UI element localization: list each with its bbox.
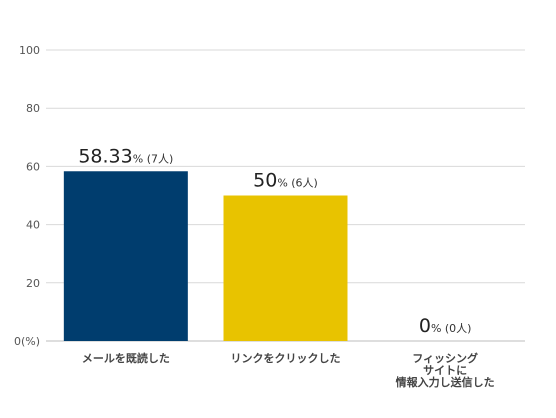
- bars: [63, 171, 348, 341]
- data-label-count: (7人): [147, 152, 174, 165]
- y-tick-label: 60: [26, 160, 40, 173]
- data-label-value: 58.33: [78, 145, 132, 167]
- category-label-3: フィッシング: [412, 351, 478, 365]
- data-label-value: 0: [419, 315, 431, 337]
- y-tick-label: 40: [26, 219, 40, 232]
- data-label-unit: %: [133, 152, 143, 165]
- y-tick-label: 100: [19, 44, 40, 57]
- category-label-1: メールを既読した: [82, 351, 170, 365]
- category-label-3: 情報入力し送信した: [396, 375, 495, 389]
- category-label-2: リンクをクリックした: [231, 352, 341, 365]
- data-label-1: 58.33% (7人): [78, 145, 173, 167]
- y-tick-label: 20: [26, 277, 40, 290]
- data-label-count: (0人): [445, 322, 472, 335]
- bar-2: [223, 195, 348, 341]
- data-labels: 58.33% (7人) 50% (6人) 0% (0人): [78, 145, 471, 337]
- y-tick-label: 80: [26, 102, 40, 115]
- data-label-3: 0% (0人): [419, 315, 472, 337]
- data-label-unit: %: [431, 322, 441, 335]
- y-axis-ticks: 0(%) 20 40 60 80 100: [14, 44, 40, 348]
- data-label-2: 50% (6人): [253, 170, 318, 192]
- data-label-value: 50: [253, 170, 277, 192]
- data-label-count: (6人): [291, 177, 318, 190]
- bar-1: [63, 171, 188, 341]
- data-label-unit: %: [277, 177, 287, 190]
- y-tick-label: 0(%): [14, 335, 40, 348]
- category-label-3: サイトに: [423, 364, 467, 377]
